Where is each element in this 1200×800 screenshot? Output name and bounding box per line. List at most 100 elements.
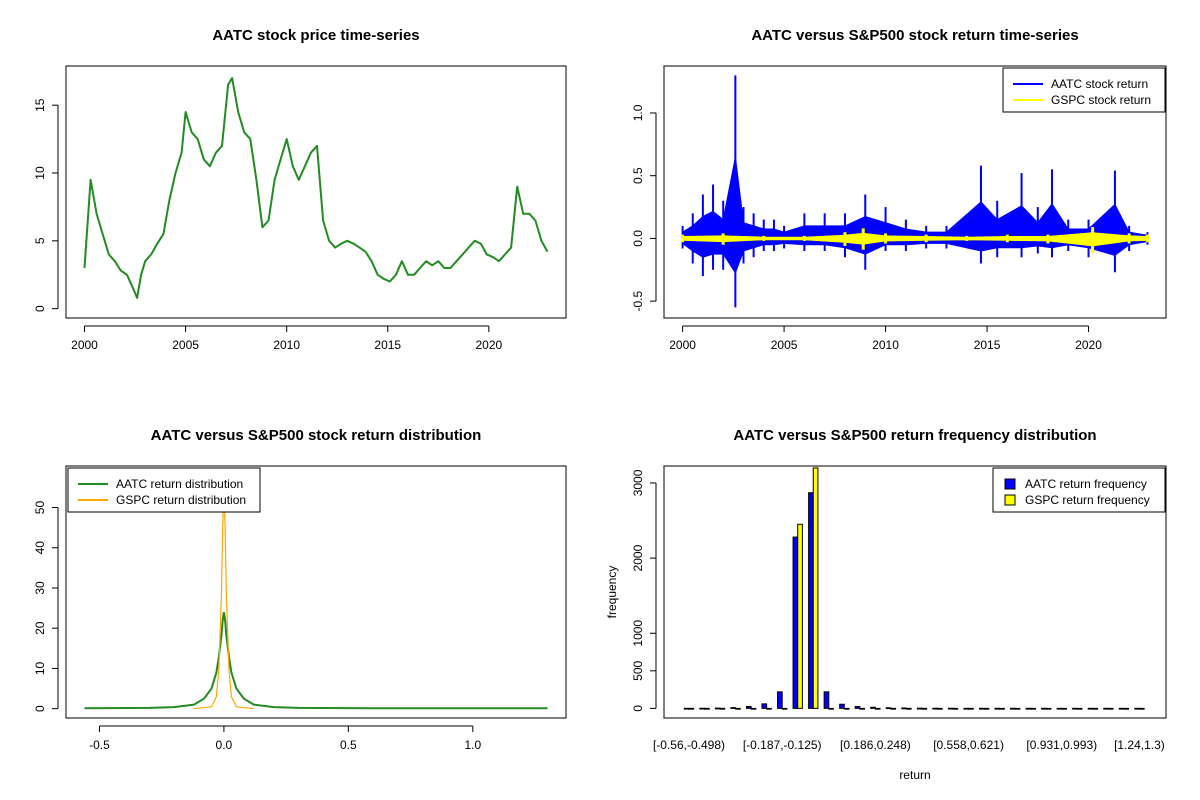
y-tick-label: 15	[33, 98, 47, 112]
bar-aatc	[947, 707, 954, 710]
bar-aatc	[978, 707, 985, 710]
x-tick-label: [1.24,1.3)	[1114, 738, 1165, 752]
bar-gspc	[812, 467, 819, 709]
x-tick-label: 2000	[669, 338, 696, 352]
bar-aatc	[1041, 707, 1047, 710]
series-line-aatc-density	[84, 611, 548, 710]
x-tick-label: -0.5	[89, 738, 110, 752]
bar-gspc	[1030, 707, 1036, 710]
bar-gspc	[1014, 707, 1021, 710]
bar-gspc	[719, 707, 726, 710]
bar-gspc	[688, 707, 695, 710]
bar-aatc	[730, 707, 737, 709]
plot-frame-1	[65, 65, 567, 319]
bar-gspc	[766, 707, 772, 710]
bar-aatc	[1118, 707, 1125, 710]
legend-swatch	[1004, 478, 1016, 490]
x-tick-label: 2005	[771, 338, 798, 352]
chart-title-2: AATC versus S&P500 stock return time-ser…	[751, 27, 1078, 44]
bar-gspc	[983, 707, 990, 710]
return-band	[682, 156, 1148, 275]
bar-gspc	[828, 707, 834, 710]
bar-gspc	[1045, 707, 1052, 710]
bar-aatc	[885, 707, 892, 710]
bar-gspc	[843, 707, 850, 710]
return-band	[682, 232, 1148, 247]
bar-group	[683, 467, 1145, 710]
bar-aatc	[823, 691, 830, 709]
bar-aatc	[1010, 707, 1016, 710]
bar-aatc	[916, 707, 923, 710]
bar-aatc	[901, 707, 907, 710]
legend-box	[992, 467, 1166, 513]
legend-label: GSPC return frequency	[1025, 493, 1150, 507]
x-tick-label: [0.558,0.621)	[933, 738, 1004, 752]
legend-label: GSPC stock return	[1051, 93, 1151, 107]
y-tick-label: 500	[631, 660, 645, 680]
y-tick-label: 30	[33, 581, 47, 595]
bar-aatc	[1087, 707, 1094, 710]
plot-frame-4	[663, 465, 1167, 719]
x-tick-label: [-0.56,-0.498)	[653, 738, 725, 752]
bar-gspc	[874, 707, 881, 710]
bar-gspc	[1061, 707, 1067, 710]
series-gspc-return	[681, 227, 1149, 254]
y-tick-label: 0.0	[631, 230, 645, 247]
x-tick-label: [-0.187,-0.125)	[743, 738, 822, 752]
bar-gspc	[1107, 707, 1114, 710]
legend-4: AATC return frequency GSPC return frequen…	[992, 467, 1166, 513]
x-tick-label: 0.0	[216, 738, 233, 752]
bar-aatc	[839, 703, 845, 709]
y-axis-label: frequency	[605, 566, 619, 619]
legend-label: AATC stock return	[1051, 77, 1148, 91]
bar-gspc	[735, 707, 741, 710]
x-tick-label: 1.0	[464, 738, 481, 752]
bar-aatc	[699, 707, 706, 710]
x-tick-label: 2020	[476, 338, 503, 352]
x-tick-label: 2020	[1075, 338, 1102, 352]
bar-gspc	[750, 707, 757, 710]
legend-label: AATC return distribution	[116, 477, 243, 491]
bar-aatc	[854, 706, 861, 709]
bar-aatc	[963, 707, 970, 710]
bar-gspc	[968, 707, 974, 710]
x-tick-label: 0.5	[340, 738, 357, 752]
bar-gspc	[952, 707, 959, 710]
bar-aatc	[792, 536, 799, 709]
x-tick-label: [0.186,0.248)	[840, 738, 911, 752]
bar-gspc	[859, 707, 866, 710]
x-tick-label: 2010	[872, 338, 899, 352]
x-tick-label: 2005	[172, 338, 199, 352]
bar-gspc	[797, 523, 803, 709]
plot-frame-3	[65, 465, 567, 719]
bar-gspc	[1092, 707, 1099, 710]
y-tick-label: 40	[33, 541, 47, 555]
x-tick-label: 2000	[71, 338, 98, 352]
bar-gspc	[921, 707, 928, 710]
legend-box	[1002, 67, 1166, 113]
bar-aatc	[683, 707, 690, 710]
y-tick-label: 5	[33, 237, 47, 244]
y-tick-label: 0	[631, 705, 645, 712]
legend-2: AATC stock return GSPC stock return	[1002, 67, 1166, 113]
x-tick-label: 2015	[374, 338, 401, 352]
chart-title-1: AATC stock price time-series	[212, 27, 419, 44]
y-tick-label: -0.5	[631, 290, 645, 311]
bar-gspc	[1138, 707, 1145, 710]
y-tick-label: 10	[33, 166, 47, 180]
bar-gspc	[781, 707, 788, 710]
bar-aatc	[777, 691, 783, 709]
x-tick-label: [0.931,0.993)	[1026, 738, 1097, 752]
bar-gspc	[1123, 707, 1130, 710]
y-tick-label: 1.0	[631, 104, 645, 121]
x-tick-label: 2015	[974, 338, 1001, 352]
bar-aatc	[1056, 707, 1063, 710]
y-tick-label: 50	[33, 501, 47, 515]
bar-gspc	[890, 707, 897, 710]
series-aatc-return	[681, 75, 1149, 308]
bar-gspc	[704, 707, 710, 710]
bar-aatc	[714, 707, 721, 710]
y-tick-label: 3000	[631, 469, 645, 496]
y-tick-label: 0.5	[631, 167, 645, 184]
